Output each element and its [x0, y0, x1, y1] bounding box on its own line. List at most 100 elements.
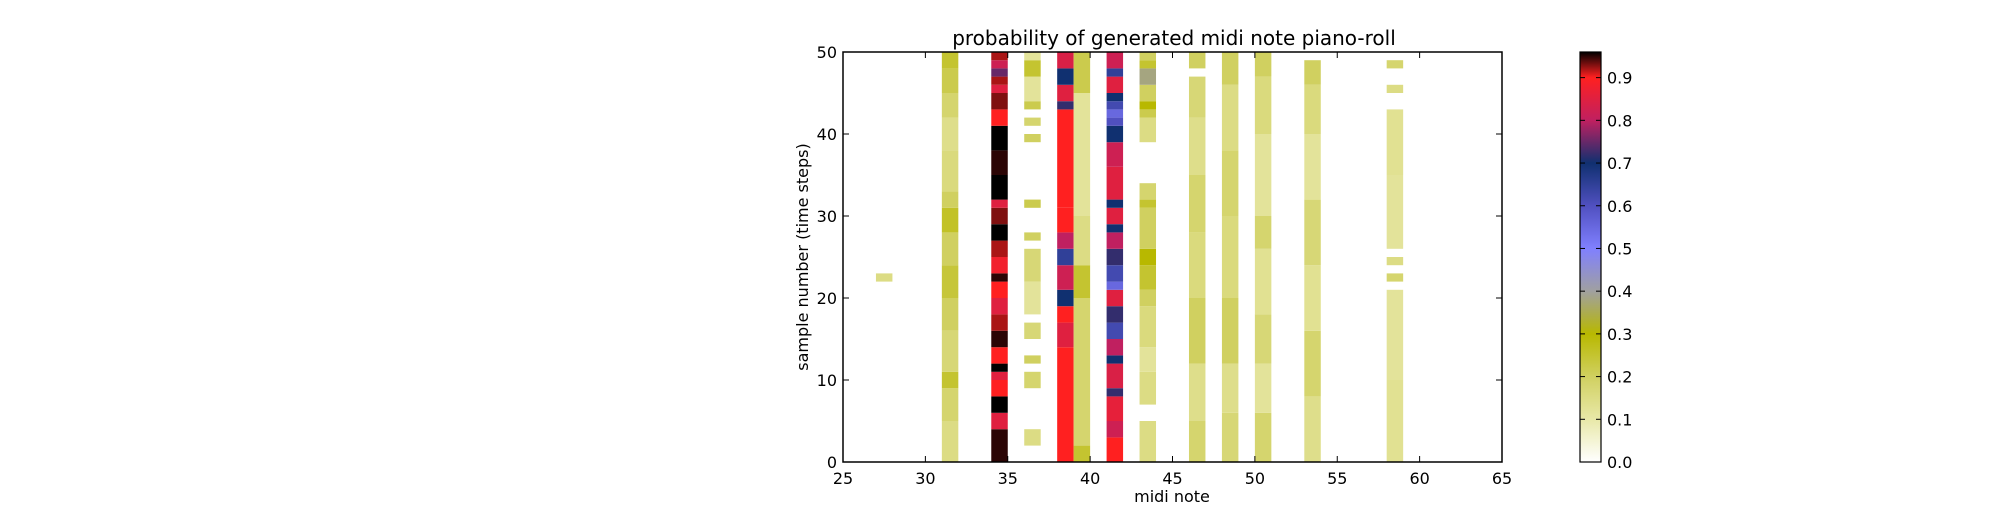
heatmap-cell	[941, 52, 959, 69]
heatmap-cell	[1024, 52, 1041, 61]
heatmap-cell	[991, 371, 1008, 380]
heatmap-cell	[1024, 60, 1041, 77]
heatmap-cell	[1188, 117, 1206, 175]
y-tick-label: 0	[827, 453, 837, 472]
x-axis-label: midi note	[1134, 487, 1210, 506]
x-tick-label: 45	[1162, 469, 1182, 488]
heatmap-cell	[1106, 93, 1124, 102]
heatmap-cell	[1304, 134, 1321, 200]
heatmap-cell	[1024, 101, 1041, 110]
x-axis: 25 30 35 40 45 50 55 60 65	[833, 52, 1512, 488]
heatmap-cell	[1106, 363, 1124, 389]
heatmap-cell	[1057, 322, 1074, 348]
heatmap-cell	[1106, 248, 1124, 266]
heatmap-cell	[941, 150, 959, 192]
heatmap-cell	[1057, 207, 1074, 233]
heatmap-cell	[1188, 421, 1206, 462]
heatmap-cell	[1073, 216, 1091, 266]
heatmap-cell	[991, 412, 1008, 430]
heatmap-cell	[1057, 52, 1074, 69]
heatmap-cell	[991, 175, 1008, 200]
heatmap-cells	[875, 52, 1404, 462]
heatmap-cell	[1024, 76, 1041, 102]
colorbar-tick-label: 0.6	[1607, 197, 1632, 216]
heatmap-cell	[1221, 412, 1239, 462]
heatmap-cell	[1139, 289, 1157, 307]
colorbar-tick-label: 0.3	[1607, 325, 1632, 344]
heatmap-cell	[1057, 265, 1074, 290]
heatmap-cell	[1106, 281, 1124, 290]
heatmap-cell	[1221, 363, 1239, 413]
heatmap-cell	[1304, 265, 1321, 331]
heatmap-cell	[1139, 52, 1157, 61]
y-tick-label: 50	[817, 43, 837, 62]
x-tick-label: 35	[998, 469, 1018, 488]
heatmap-cell	[1188, 232, 1206, 298]
heatmap-cell	[1254, 134, 1272, 216]
heatmap-cell	[1106, 101, 1124, 110]
colorbar	[1579, 51, 1602, 463]
heatmap-cell	[1106, 421, 1124, 438]
heatmap-cell	[1024, 355, 1041, 364]
heatmap-cell	[1304, 396, 1321, 462]
heatmap-cell	[1139, 371, 1157, 405]
colorbar-tick-label: 0.9	[1607, 69, 1632, 88]
x-tick-label: 25	[833, 469, 853, 488]
heatmap-cell	[1057, 101, 1074, 110]
heatmap-cell	[1057, 248, 1074, 266]
x-tick-label: 40	[1080, 469, 1100, 488]
heatmap-cell	[1106, 232, 1124, 249]
heatmap-cell	[941, 388, 959, 421]
heatmap-cell	[1139, 265, 1157, 290]
heatmap-cell	[1024, 371, 1041, 389]
heatmap-cell	[991, 347, 1008, 364]
heatmap-cell	[1106, 322, 1124, 339]
heatmap-cell	[991, 224, 1008, 241]
x-tick-label: 30	[915, 469, 935, 488]
heatmap-cell	[1106, 207, 1124, 225]
heatmap-cell	[1106, 125, 1124, 143]
heatmap-cell	[1024, 281, 1041, 315]
heatmap-cell	[1024, 429, 1041, 446]
colorbar-tick-label: 0.1	[1607, 410, 1632, 429]
heatmap-cell	[1106, 109, 1124, 118]
heatmap-cell	[1304, 60, 1321, 85]
y-tick-label: 30	[817, 207, 837, 226]
y-tick-label: 40	[817, 125, 837, 144]
heatmap-cell	[1188, 76, 1206, 118]
heatmap-cell	[1106, 339, 1124, 356]
heatmap-cell	[1139, 421, 1157, 462]
colorbar-tick-label: 0.8	[1607, 111, 1632, 130]
heatmap-cell	[1254, 216, 1272, 249]
heatmap-cell	[1106, 166, 1124, 200]
heatmap-cell	[1221, 298, 1239, 364]
heatmap-cell	[1024, 322, 1041, 339]
heatmap-cell	[1057, 109, 1074, 208]
heatmap-cell	[991, 125, 1008, 151]
heatmap-cell	[991, 330, 1008, 348]
x-tick-label: 50	[1245, 469, 1265, 488]
heatmap-cell	[1221, 216, 1239, 298]
heatmap-cell	[991, 199, 1008, 208]
heatmap-cell	[991, 84, 1008, 93]
heatmap-cell	[1106, 388, 1124, 397]
heatmap-cell	[1386, 273, 1404, 282]
heatmap-cell	[991, 93, 1008, 110]
heatmap-cell	[1106, 142, 1124, 167]
heatmap-cell	[1254, 248, 1272, 315]
heatmap-cell	[1106, 52, 1124, 69]
heatmap-cell	[991, 363, 1008, 372]
heatmap-cell	[1221, 84, 1239, 151]
heatmap-cell	[1254, 76, 1272, 134]
heatmap-cell	[991, 76, 1008, 85]
heatmap-cell	[1024, 117, 1041, 126]
heatmap-cell	[1057, 347, 1074, 462]
heatmap-cell	[1106, 396, 1124, 421]
heatmap-cell	[991, 68, 1008, 77]
heatmap-cell	[1386, 109, 1404, 175]
heatmap-cell	[1386, 84, 1404, 93]
heatmap-cell	[1254, 412, 1272, 462]
heatmap-cell	[1188, 298, 1206, 364]
heatmap-cell	[1386, 380, 1404, 462]
